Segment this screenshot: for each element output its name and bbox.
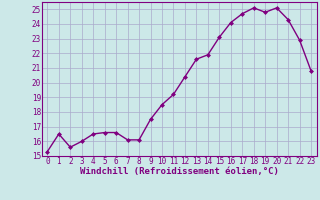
X-axis label: Windchill (Refroidissement éolien,°C): Windchill (Refroidissement éolien,°C): [80, 167, 279, 176]
